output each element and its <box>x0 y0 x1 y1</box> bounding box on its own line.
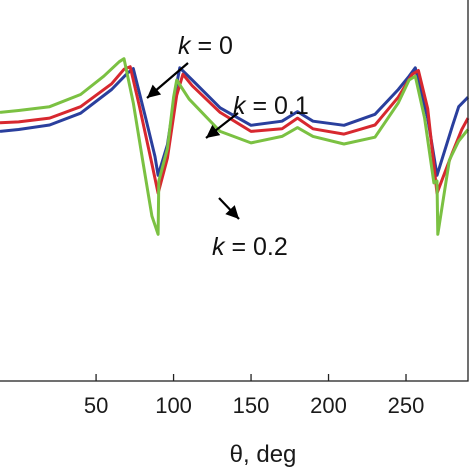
series-annotations: k = 0 k = 0.1 k = 0.2 <box>178 32 309 261</box>
annotation-k-0-1: k = 0.1 <box>233 92 309 120</box>
plot-frame <box>0 0 469 382</box>
annotation-k-0-var: k <box>178 32 192 60</box>
x-tick-label-150: 150 <box>233 393 270 418</box>
annotation-k-0-val: 0 <box>219 32 233 60</box>
x-ticks <box>95 374 407 381</box>
x-tick-labels: 50 100 150 200 250 <box>84 393 425 418</box>
series-line-0 <box>0 66 470 177</box>
annotation-k-0-2: k = 0.2 <box>212 233 288 261</box>
x-axis-label: θ, deg <box>230 441 297 468</box>
annotation-k-0-2-val: 0.2 <box>253 233 288 261</box>
annotation-arrows <box>146 62 240 220</box>
x-tick-label-50: 50 <box>84 393 108 418</box>
series-line-1 <box>0 65 470 195</box>
annotation-k-0-2-var: k <box>212 233 226 261</box>
x-tick-label-250: 250 <box>388 393 425 418</box>
plot-lines <box>0 57 470 236</box>
annotation-k-0-1-op: = <box>246 92 275 120</box>
annotation-k-0-2-op: = <box>225 233 254 261</box>
arrow-head-2 <box>225 205 239 219</box>
annotation-k-0: k = 0 <box>178 32 233 60</box>
x-tick-label-200: 200 <box>310 393 347 418</box>
annotation-k-0-1-val: 0.1 <box>274 92 309 120</box>
series-line-2 <box>0 57 470 236</box>
arrow-head-1 <box>206 124 221 138</box>
arrow-head-0 <box>147 84 162 98</box>
annotation-k-0-op: = <box>191 32 220 60</box>
x-tick-label-100: 100 <box>155 393 192 418</box>
